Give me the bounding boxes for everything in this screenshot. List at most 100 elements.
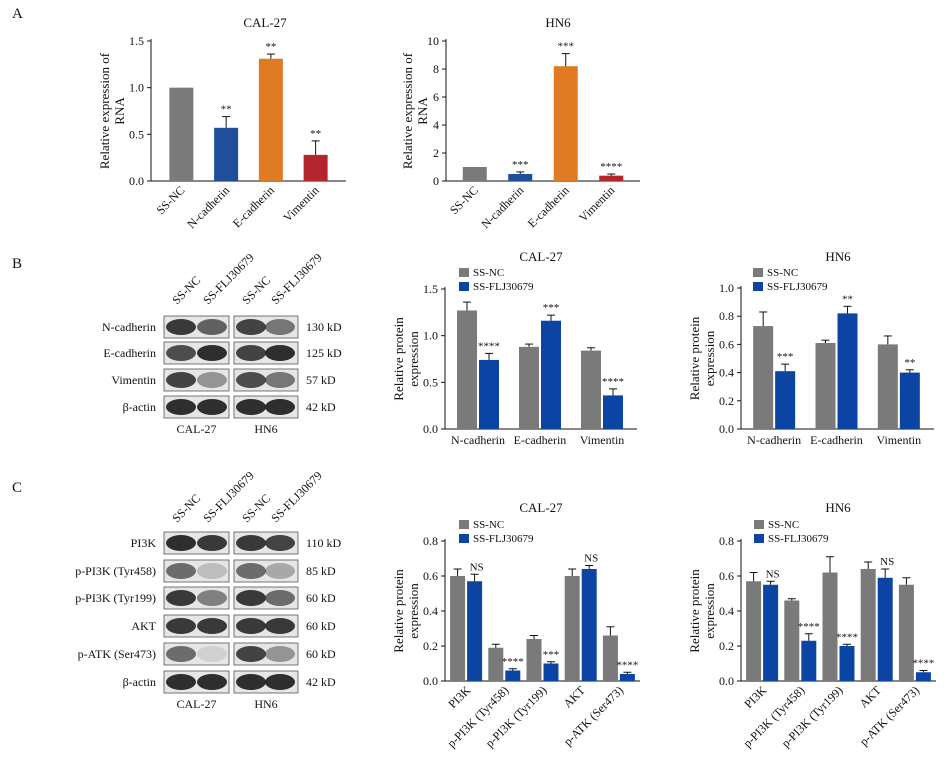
chart-a-hn6-ylabel: Relative expression ofRNA	[400, 52, 430, 169]
blot-c-size-label: 60 kD	[306, 647, 336, 661]
blot-c-lane-label: SS-NC	[169, 491, 203, 525]
chart-c-cal27-bar	[602, 635, 618, 681]
chart-b-hn6: HN6 Relative proteinexpression 0.0 0.2 0.4 0.…	[687, 249, 934, 447]
blot-c-size-label: 42 kD	[306, 675, 336, 689]
blot-c-band	[197, 563, 227, 579]
chart-b-cal27-sig-label: ***	[543, 302, 560, 314]
chart-b-hn6-ytick-label: 0.8	[719, 309, 734, 323]
blot-c-band	[166, 646, 196, 662]
chart-b-cal27-bar	[519, 346, 539, 429]
chart-c-hn6-sig-label: ****	[912, 658, 934, 670]
blot-c-protein-label: AKT	[131, 619, 156, 633]
blot-b-protein-label: N-cadherin	[102, 320, 156, 334]
blot-b-lane-label: SS-NC	[169, 273, 203, 307]
chart-b-hn6-bar	[837, 313, 858, 429]
chart-c-cal27-ylabel-line1: Relative protein	[391, 569, 406, 653]
chart-c-cal27-sig-label: ****	[616, 659, 638, 671]
chart-b-cal27-bar	[603, 395, 623, 429]
chart-b-cal27-legend-swatch	[459, 282, 469, 291]
chart-c-cal27-category-label: PI3K	[445, 683, 473, 711]
chart-c-hn6-category-label: AKT	[856, 683, 884, 711]
panel-letter-c: C	[12, 480, 22, 496]
chart-c-cal27-sig-label: ****	[502, 656, 524, 668]
chart-c-hn6-title: HN6	[825, 500, 851, 515]
chart-b-cal27-bar	[581, 350, 601, 429]
blot-b-band	[236, 372, 266, 388]
chart-c-cal27-bar	[564, 576, 580, 681]
chart-a-hn6-ytick-label: 0	[433, 174, 439, 188]
chart-b-cal27-bar	[479, 359, 499, 429]
chart-c-hn6-ytick-label: 0.8	[719, 534, 734, 548]
chart-a-hn6-category-label: E-cadherin	[525, 183, 572, 230]
chart-c-hn6-ylabel-line2: expression	[702, 583, 717, 639]
blot-b-band	[236, 399, 266, 415]
chart-b-hn6-ylabel: Relative proteinexpression	[687, 316, 717, 400]
chart-c-cal27-sig-label: NS	[584, 553, 598, 565]
chart-a-cal27-bar	[303, 154, 328, 181]
chart-b-hn6-ytick-label: 0.0	[719, 422, 734, 436]
blot-c-size-label: 60 kD	[306, 619, 336, 633]
chart-a-cal27-category-label: N-cadherin	[184, 183, 232, 231]
chart-c-hn6-bar	[860, 569, 876, 681]
chart-c-hn6-category-label: PI3K	[741, 683, 769, 711]
chart-b-cal27: CAL-27 Relative proteinexpression 0.0 0.5 1.…	[391, 249, 637, 447]
chart-c-hn6-ylabel: Relative proteinexpression	[687, 569, 717, 653]
chart-c-hn6-bar	[801, 640, 817, 681]
chart-c-hn6-sig-label: ****	[836, 631, 858, 643]
chart-b-cal27-ylabel-line2: expression	[406, 331, 421, 387]
blot-b-band	[265, 345, 295, 361]
chart-c-cal27: CAL-27 Relative proteinexpression 0.0 0.2 0.…	[391, 500, 640, 750]
chart-b-hn6-bar	[775, 371, 796, 429]
blot-c-band	[197, 618, 227, 634]
blot-c-band	[236, 535, 266, 551]
chart-b-hn6-legend-swatch	[753, 268, 763, 277]
blot-c-size-label: 85 kD	[306, 564, 336, 578]
blot-b-protein-label: β-actin	[123, 400, 156, 414]
chart-c-cal27-bar	[467, 581, 483, 681]
chart-b-hn6-category-label: Vimentin	[877, 433, 922, 447]
chart-a-cal27-ytick-label: 0.5	[129, 127, 144, 141]
chart-a-hn6-sig-label: ***	[512, 159, 529, 171]
blot-c-band	[236, 674, 266, 690]
blot-b-size-label: 125 kD	[306, 346, 342, 360]
blot-b-protein-label: Vimentin	[111, 373, 156, 387]
chart-b-cal27-legend-label: SS-FLJ30679	[473, 281, 534, 293]
blot-c-band	[236, 646, 266, 662]
blot-c-protein-label: p-ATK (Ser473)	[78, 647, 156, 661]
blot-b-size-label: 57 kD	[306, 373, 336, 387]
blot-c-band	[197, 646, 227, 662]
blot-b-band	[166, 399, 196, 415]
chart-a-hn6-ytick-label: 2	[433, 146, 439, 160]
chart-a-cal27-bar	[169, 87, 194, 181]
chart-c-hn6-bar	[915, 672, 931, 681]
chart-c-cal27-ytick-label: 0.4	[423, 604, 438, 618]
blot-c-band	[166, 563, 196, 579]
blot-c-band	[236, 618, 266, 634]
chart-c-cal27-legend-label: SS-NC	[473, 519, 504, 531]
chart-a-hn6-bar	[508, 174, 533, 181]
chart-a-cal27-ytick-label: 1.5	[129, 34, 144, 48]
chart-b-hn6-bar	[899, 372, 920, 429]
chart-a-cal27-category-label: Vimentin	[280, 183, 321, 224]
chart-a-hn6-ytick-label: 10	[427, 34, 439, 48]
blot-c-size-label: 60 kD	[306, 591, 336, 605]
chart-a-cal27-ylabel-line1: Relative expression of	[97, 52, 112, 169]
chart-a-hn6-category-label: SS-NC	[447, 183, 481, 217]
chart-c-hn6-ytick-label: 0.0	[719, 674, 734, 688]
blot-b-size-label: 42 kD	[306, 400, 336, 414]
blot-c-band	[265, 535, 295, 551]
chart-a-cal27-category-label: SS-NC	[154, 183, 188, 217]
chart-a-hn6-ytick-label: 4	[433, 118, 439, 132]
chart-c-cal27-bar	[619, 674, 635, 681]
chart-a-hn6-sig-label: ***	[558, 41, 575, 53]
chart-b-cal27-ytick-label: 1.5	[423, 282, 438, 296]
blot-b-band	[197, 345, 227, 361]
blot-b-band	[265, 399, 295, 415]
chart-b-cal27-ylabel: Relative proteinexpression	[391, 317, 421, 401]
chart-c-hn6-ytick-label: 0.6	[719, 569, 734, 583]
chart-c-cal27-bar	[543, 663, 559, 681]
